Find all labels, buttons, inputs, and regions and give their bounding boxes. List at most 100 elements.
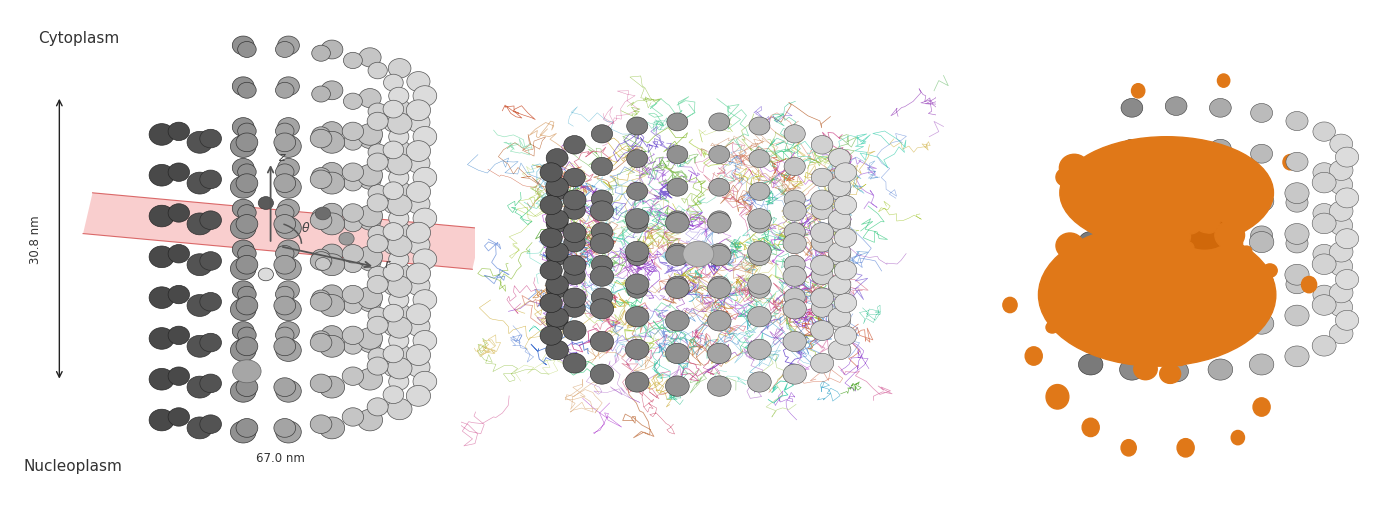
Ellipse shape	[828, 149, 850, 168]
Ellipse shape	[383, 101, 403, 119]
Ellipse shape	[625, 209, 649, 230]
Ellipse shape	[834, 326, 857, 346]
Ellipse shape	[682, 242, 714, 267]
Ellipse shape	[384, 360, 403, 377]
Ellipse shape	[1313, 204, 1335, 223]
Ellipse shape	[590, 202, 614, 221]
Ellipse shape	[413, 168, 436, 188]
Ellipse shape	[275, 340, 301, 362]
Ellipse shape	[707, 311, 731, 331]
Ellipse shape	[1313, 295, 1336, 316]
Ellipse shape	[407, 154, 431, 174]
Ellipse shape	[1210, 262, 1232, 281]
Ellipse shape	[834, 196, 857, 215]
Ellipse shape	[367, 104, 387, 120]
Ellipse shape	[388, 169, 409, 187]
Ellipse shape	[259, 197, 274, 210]
Ellipse shape	[238, 246, 256, 262]
Ellipse shape	[1329, 242, 1353, 263]
Ellipse shape	[344, 135, 362, 151]
Ellipse shape	[1156, 142, 1185, 168]
Ellipse shape	[383, 223, 403, 241]
Ellipse shape	[1189, 310, 1215, 333]
Ellipse shape	[388, 182, 411, 201]
Ellipse shape	[747, 340, 772, 360]
Ellipse shape	[709, 244, 729, 262]
Ellipse shape	[388, 251, 409, 268]
Ellipse shape	[592, 191, 612, 209]
Ellipse shape	[387, 276, 411, 298]
Ellipse shape	[1187, 281, 1222, 314]
Ellipse shape	[1336, 229, 1358, 249]
Ellipse shape	[407, 72, 431, 92]
Ellipse shape	[1179, 157, 1215, 195]
Ellipse shape	[1329, 202, 1353, 222]
Ellipse shape	[274, 378, 296, 397]
Ellipse shape	[1249, 314, 1274, 334]
Ellipse shape	[187, 336, 212, 357]
Ellipse shape	[367, 276, 388, 294]
Ellipse shape	[709, 276, 729, 295]
Ellipse shape	[564, 299, 585, 318]
Ellipse shape	[1042, 291, 1054, 302]
Ellipse shape	[1251, 145, 1273, 164]
Ellipse shape	[278, 281, 300, 300]
Ellipse shape	[233, 78, 255, 96]
Ellipse shape	[406, 386, 431, 407]
Ellipse shape	[344, 257, 362, 273]
Ellipse shape	[237, 134, 257, 152]
Ellipse shape	[238, 205, 256, 221]
Ellipse shape	[626, 248, 648, 266]
Ellipse shape	[310, 374, 332, 393]
Ellipse shape	[546, 279, 568, 298]
Ellipse shape	[1093, 257, 1109, 272]
Ellipse shape	[784, 289, 805, 306]
Ellipse shape	[749, 118, 771, 136]
Ellipse shape	[539, 326, 563, 346]
Ellipse shape	[384, 75, 403, 92]
Ellipse shape	[406, 223, 431, 244]
Ellipse shape	[383, 346, 403, 363]
Ellipse shape	[237, 256, 257, 274]
Ellipse shape	[1313, 123, 1335, 142]
Ellipse shape	[187, 132, 212, 154]
Ellipse shape	[1165, 220, 1187, 238]
Ellipse shape	[667, 211, 688, 230]
Ellipse shape	[834, 261, 857, 280]
Ellipse shape	[747, 372, 772, 392]
Ellipse shape	[709, 146, 729, 164]
Ellipse shape	[343, 205, 363, 223]
Ellipse shape	[1130, 340, 1142, 352]
Ellipse shape	[1065, 249, 1088, 270]
Ellipse shape	[319, 377, 344, 398]
Ellipse shape	[1187, 277, 1204, 293]
Ellipse shape	[1120, 359, 1145, 380]
Ellipse shape	[168, 286, 190, 304]
Ellipse shape	[1164, 361, 1189, 382]
Ellipse shape	[1215, 222, 1244, 249]
Ellipse shape	[359, 293, 381, 312]
Ellipse shape	[626, 215, 648, 234]
Ellipse shape	[1249, 354, 1274, 375]
Ellipse shape	[1285, 265, 1309, 286]
Ellipse shape	[1185, 278, 1218, 312]
Ellipse shape	[666, 344, 689, 364]
Ellipse shape	[367, 185, 387, 202]
Ellipse shape	[666, 311, 689, 331]
Ellipse shape	[407, 194, 431, 214]
Ellipse shape	[275, 246, 294, 262]
Ellipse shape	[812, 267, 832, 285]
Ellipse shape	[233, 119, 255, 137]
Ellipse shape	[274, 134, 296, 152]
Ellipse shape	[1174, 214, 1190, 230]
Ellipse shape	[1094, 257, 1127, 287]
Ellipse shape	[783, 299, 806, 319]
Ellipse shape	[828, 210, 850, 230]
Ellipse shape	[168, 164, 190, 182]
Ellipse shape	[367, 145, 387, 161]
Ellipse shape	[149, 246, 175, 268]
Ellipse shape	[387, 154, 411, 176]
Ellipse shape	[388, 304, 411, 323]
Ellipse shape	[310, 130, 332, 149]
Ellipse shape	[667, 146, 688, 164]
